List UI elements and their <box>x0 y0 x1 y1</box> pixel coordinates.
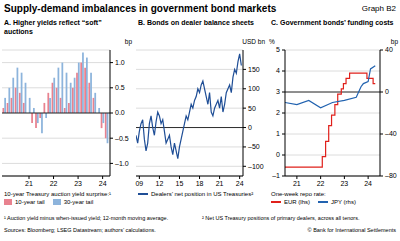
html-text:Dealers’ net position in US Tr: Dealers’ net position in US Treasuries² <box>151 191 254 197</box>
svg-text:1: 1 <box>276 130 280 137</box>
html-text:EUR (lhs): EUR (lhs) <box>284 199 310 205</box>
svg-text:–40: –40 <box>385 130 392 137</box>
svg-text:21: 21 <box>25 180 33 187</box>
svg-text:–50: –50 <box>248 143 260 150</box>
svg-text:1.0: 1.0 <box>115 59 125 66</box>
svg-text:0.5: 0.5 <box>115 84 125 91</box>
html-text:bp: bp <box>124 38 132 45</box>
html-text:Graph B2: Graph B2 <box>361 4 396 13</box>
svg-text:0.0: 0.0 <box>115 109 125 116</box>
svg-text:21: 21 <box>293 180 301 187</box>
html-text:One-week repo rate:: One-week repo rate: <box>271 191 326 197</box>
svg-text:4: 4 <box>276 67 280 74</box>
svg-text:23: 23 <box>340 180 348 187</box>
svg-text:–1.0: –1.0 <box>115 160 129 167</box>
svg-text:24: 24 <box>364 180 372 187</box>
html-text:C. Government bonds’ funding c: C. Government bonds’ funding costs <box>271 19 394 26</box>
svg-text:22: 22 <box>50 180 58 187</box>
svg-text:40: 40 <box>385 46 392 53</box>
html-text:bp: bp <box>390 38 398 45</box>
svg-text:15: 15 <box>176 180 184 187</box>
svg-text:24: 24 <box>236 180 244 187</box>
svg-text:0: 0 <box>385 88 389 95</box>
svg-text:21: 21 <box>216 180 224 187</box>
svg-text:24: 24 <box>99 180 107 187</box>
html-text:¹ Auction yield minus when-iss: ¹ Auction yield minus when-issued yield;… <box>4 215 169 221</box>
html-text:JPY (rhs): JPY (rhs) <box>331 199 356 205</box>
svg-text:2: 2 <box>276 109 280 116</box>
svg-text:22: 22 <box>317 180 325 187</box>
html-text:USD bn: USD bn <box>242 38 265 45</box>
html-text:B. Bonds on dealer balance she: B. Bonds on dealer balance sheets <box>138 19 254 26</box>
svg-text:0: 0 <box>276 151 280 158</box>
html-text:10-year tail: 10-year tail <box>15 199 45 205</box>
html-text:² Net US Treasury positions of: ² Net US Treasury positions of primary d… <box>202 215 360 221</box>
html-text:Sources: Bloomberg; LSEG Datas: Sources: Bloomberg; LSEG Datastream; aut… <box>4 227 156 233</box>
html-text:Supply-demand imbalances in go: Supply-demand imbalances in government b… <box>4 3 277 14</box>
html-text:30-year tail: 30-year tail <box>63 199 94 205</box>
html-text:A. Higher yields reflect “soft: A. Higher yields reflect “soft” auctions <box>4 19 102 35</box>
svg-text:5: 5 <box>276 46 280 53</box>
svg-text:150: 150 <box>248 66 260 73</box>
svg-text:23: 23 <box>74 180 82 187</box>
svg-text:0: 0 <box>248 124 252 131</box>
svg-text:–0.5: –0.5 <box>115 135 129 142</box>
svg-text:3: 3 <box>276 88 280 95</box>
svg-text:100: 100 <box>248 85 260 92</box>
svg-text:50: 50 <box>248 105 256 112</box>
svg-text:09: 09 <box>135 180 143 187</box>
svg-text:–1: –1 <box>272 172 280 179</box>
svg-text:–80: –80 <box>385 172 392 179</box>
svg-text:–100: –100 <box>248 163 264 170</box>
html-text:© Bank for International Settl: © Bank for International Settlements <box>307 227 396 233</box>
html-text:10-year Treasury auction yield: 10-year Treasury auction yield surprise:… <box>4 191 111 197</box>
svg-text:18: 18 <box>196 180 204 187</box>
svg-text:12: 12 <box>156 180 164 187</box>
